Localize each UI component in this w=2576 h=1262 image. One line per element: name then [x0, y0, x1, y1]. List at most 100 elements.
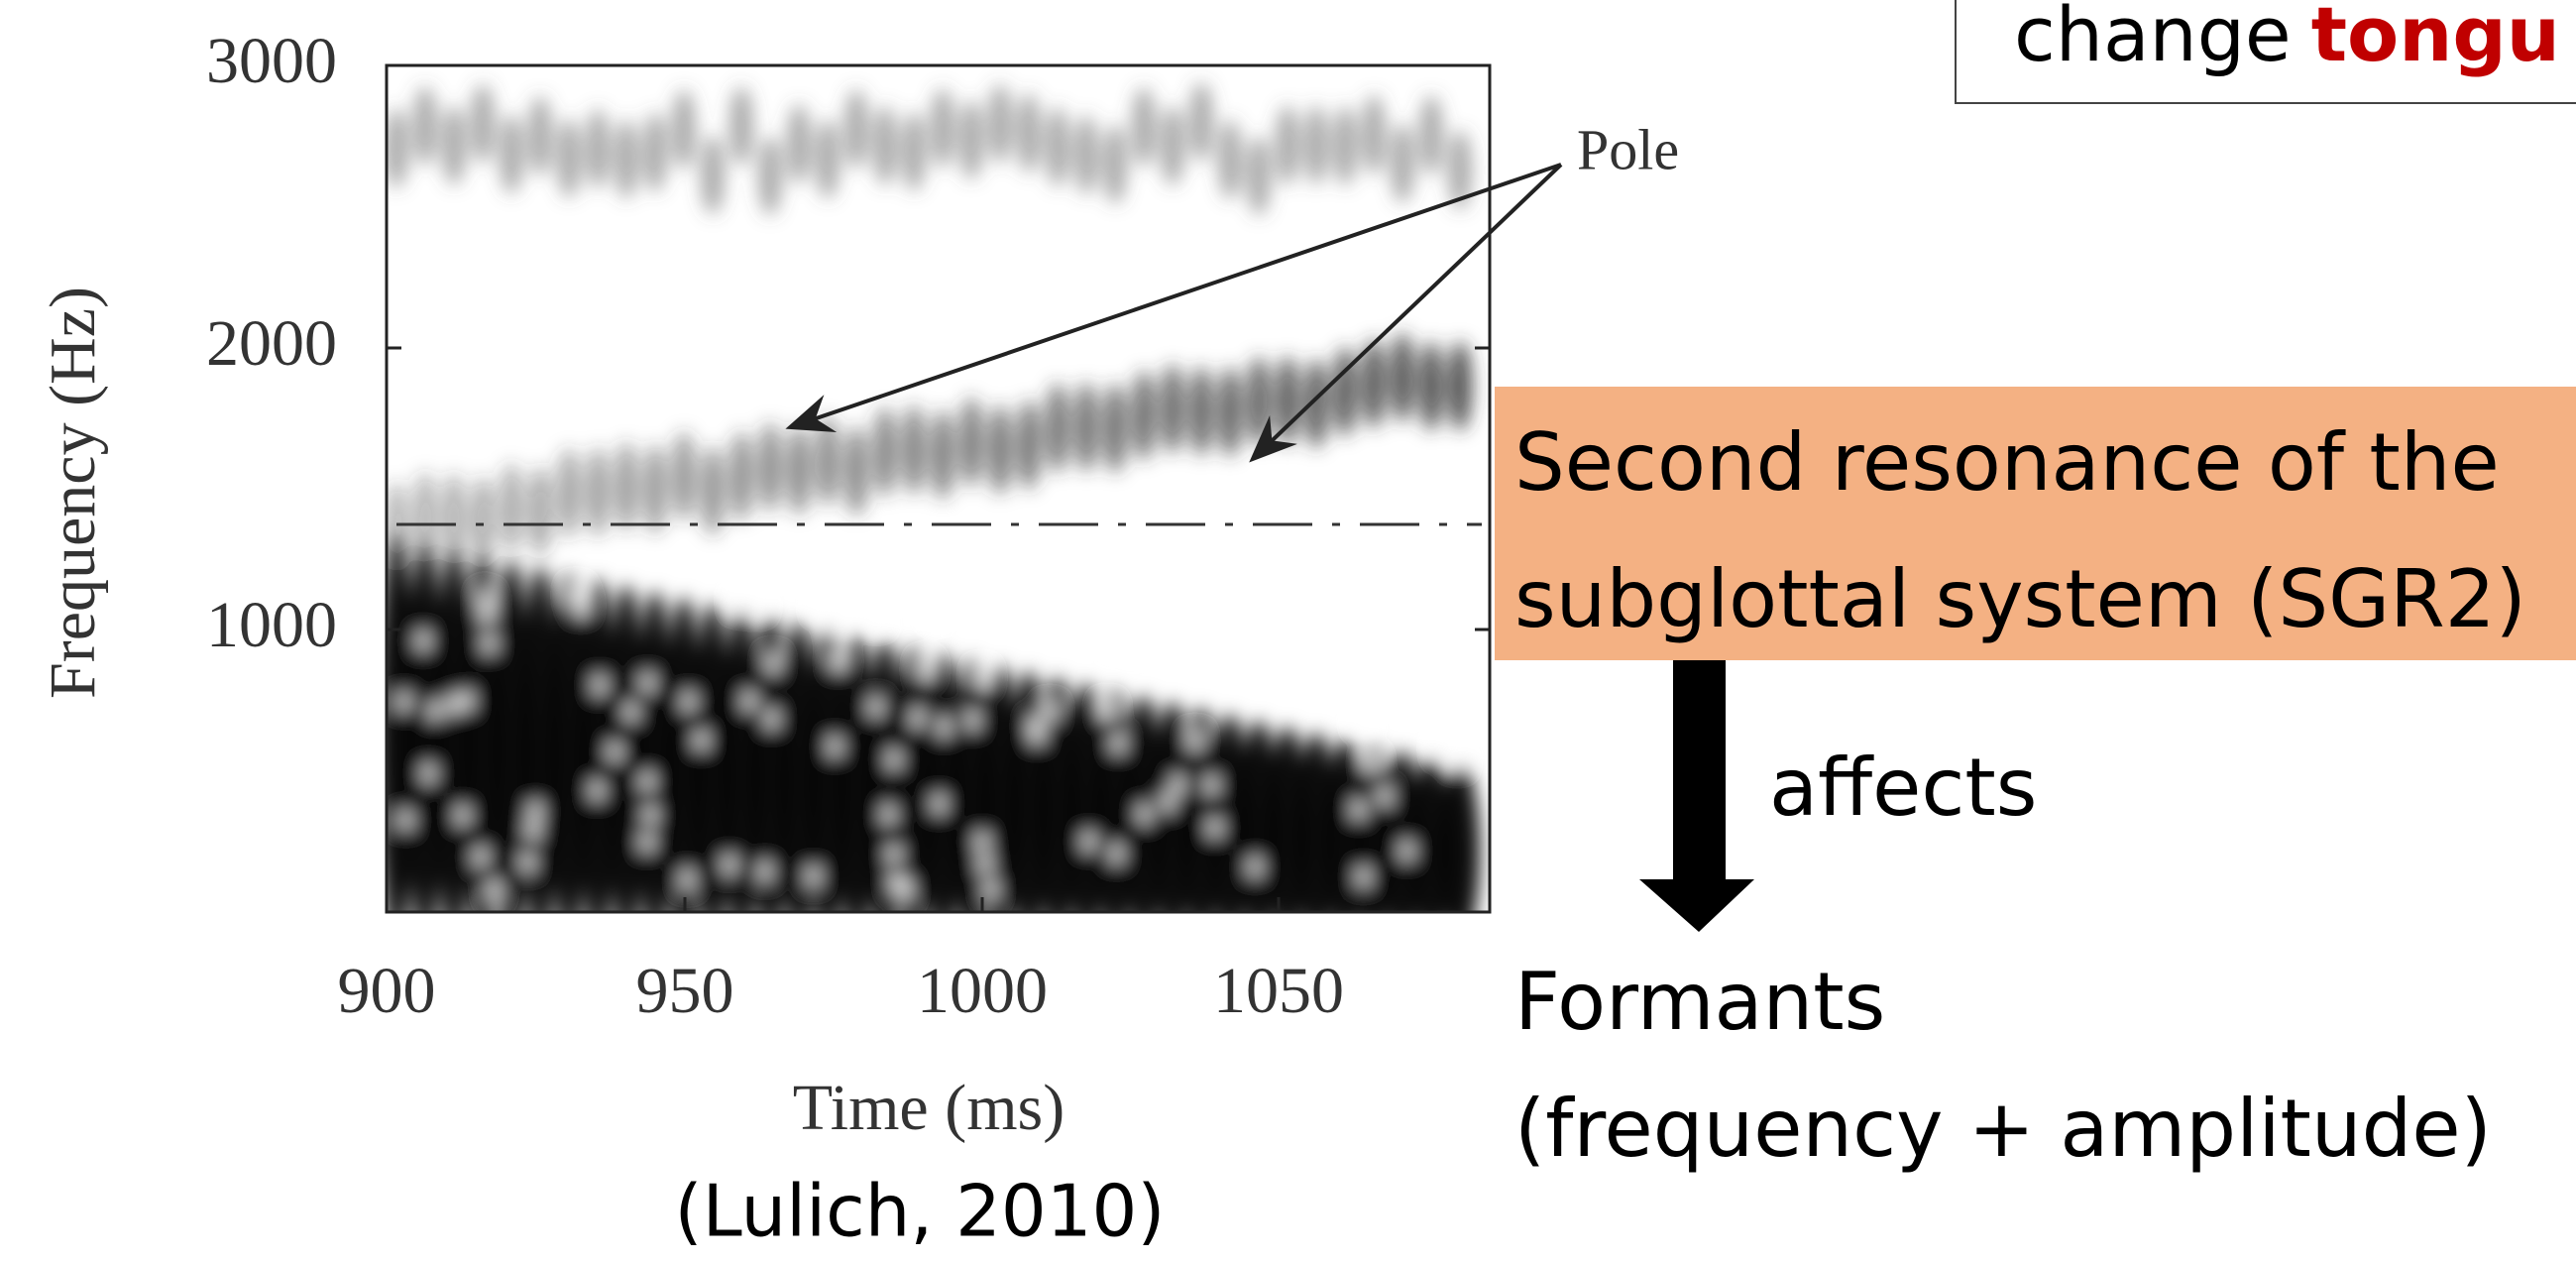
spectrogram-blob — [870, 607, 883, 628]
spectrogram-blob — [830, 617, 842, 637]
spectrogram-blob — [807, 865, 820, 886]
spectrogram-blob — [1276, 105, 1299, 185]
spectrogram-blob — [1372, 616, 1385, 636]
spectrogram — [387, 81, 1480, 912]
spectrogram-blob — [1304, 105, 1328, 185]
spectrogram-blob — [442, 105, 466, 185]
spectrogram-blob — [723, 855, 735, 875]
spectrogram-blob — [1046, 383, 1069, 473]
spectrogram-blob — [557, 118, 581, 198]
spectrogram-blob — [1400, 841, 1413, 861]
spectrogram-blob — [1391, 123, 1414, 203]
spectrogram-blob — [1440, 763, 1480, 912]
highlight-box — [1495, 387, 2576, 660]
spectrogram-blob — [1017, 93, 1041, 173]
spectrogram-blob — [1379, 786, 1392, 807]
spectrogram-blob — [832, 650, 844, 671]
spectrogram-blob — [766, 653, 779, 674]
spectrogram-blob — [682, 691, 695, 712]
spectrogram-blob — [413, 85, 437, 166]
spectrogram-blob — [1352, 799, 1365, 820]
spectrogram-blob — [586, 447, 610, 537]
spectrogram-blob — [1419, 95, 1443, 175]
top-box-text: change tongu — [2014, 0, 2560, 78]
spectrogram-blob — [1017, 400, 1041, 490]
spectrogram-blob — [446, 694, 459, 715]
spectrogram-blob — [526, 820, 539, 841]
spectrogram-blob — [405, 541, 445, 912]
spectrogram-blob — [931, 88, 954, 169]
spectrogram-blob — [422, 763, 435, 784]
spectrogram-blob — [1252, 625, 1265, 645]
spectrogram-blob — [902, 111, 926, 191]
spectrogram-blob — [413, 471, 437, 561]
spectrogram-blob — [894, 645, 934, 912]
spectrogram-blob — [397, 691, 410, 712]
spectrogram-blob — [837, 633, 876, 912]
spectrogram-blob — [816, 119, 840, 199]
spectrogram-blob — [733, 591, 746, 612]
spectrogram-blob — [1365, 753, 1378, 774]
spectrogram-blob — [902, 404, 926, 495]
spectrogram-blob — [873, 105, 897, 185]
spectrogram-blob — [609, 742, 621, 762]
spectrogram-blob — [672, 431, 696, 521]
spectrogram-blob — [743, 691, 756, 712]
spectrogram-blob — [640, 832, 653, 853]
spectrogram-blob — [933, 793, 946, 814]
spectrogram-blob — [528, 801, 541, 822]
spectrogram-blob — [765, 709, 778, 730]
spectrogram-blob — [988, 404, 1012, 495]
x-tick-label: 900 — [338, 955, 436, 1027]
x-tick-label: 950 — [636, 955, 734, 1027]
spectrogram-blob — [975, 667, 988, 688]
y-axis-label: Frequency (Hz) — [37, 287, 109, 699]
spectrogram-blob — [1161, 106, 1184, 186]
highlight-line: Second resonance of the — [1514, 416, 2500, 509]
top-box — [1955, 0, 2576, 104]
spectrogram-blob — [624, 702, 637, 723]
spectrogram-blob — [586, 108, 610, 188]
spectrogram-blob — [1391, 332, 1414, 422]
spectrogram-blob — [416, 631, 429, 651]
spectrogram-blob — [899, 879, 912, 900]
spectrogram-blob — [980, 664, 1020, 912]
spectrogram-blob — [1188, 731, 1201, 751]
spectrogram-blob — [978, 854, 991, 874]
spectrogram-blob — [1357, 866, 1370, 887]
spectrogram-blob — [931, 409, 954, 500]
citation: (Lulich, 2010) — [675, 1170, 1166, 1253]
spectrogram-blob — [1333, 106, 1357, 186]
spectrogram-blob — [1362, 338, 1386, 428]
y-tick-label: 2000 — [206, 307, 337, 380]
spectrogram-blob — [816, 415, 840, 506]
spectrogram-blob — [779, 622, 819, 912]
spectrogram-blob — [1367, 663, 1380, 684]
spectrogram-blob — [643, 112, 667, 192]
spectrogram-blob — [1082, 831, 1095, 852]
y-tick-label: 3000 — [206, 25, 337, 97]
spectrogram-blob — [1132, 371, 1156, 461]
spectrogram-blob — [1436, 738, 1449, 758]
down-arrow — [1639, 660, 1754, 932]
spectrogram-blob — [829, 736, 841, 756]
spectrogram-blob — [808, 628, 847, 912]
spectrogram-blob — [549, 572, 589, 912]
spectrogram-blob — [1333, 347, 1357, 437]
spectrogram-blob — [387, 108, 408, 188]
spectrogram-blob — [1218, 119, 1242, 199]
spectrogram-blob — [399, 809, 412, 830]
spectrogram-blob — [1138, 804, 1151, 825]
spectrogram-blob — [528, 466, 552, 556]
spectrogram-blob — [1161, 792, 1174, 813]
spectrogram-blob — [701, 135, 725, 215]
spectrogram-blob — [1161, 364, 1184, 454]
spectrogram-blob — [965, 710, 978, 731]
x-axis-label: Time (ms) — [793, 1072, 1064, 1144]
spectrogram-blob — [911, 708, 924, 729]
spectrogram-blob — [643, 444, 667, 534]
spectrogram-blob — [557, 448, 581, 538]
spectrogram-blob — [641, 672, 654, 693]
spectrogram-blob — [787, 104, 811, 184]
top-box-word: change — [2014, 0, 2292, 78]
